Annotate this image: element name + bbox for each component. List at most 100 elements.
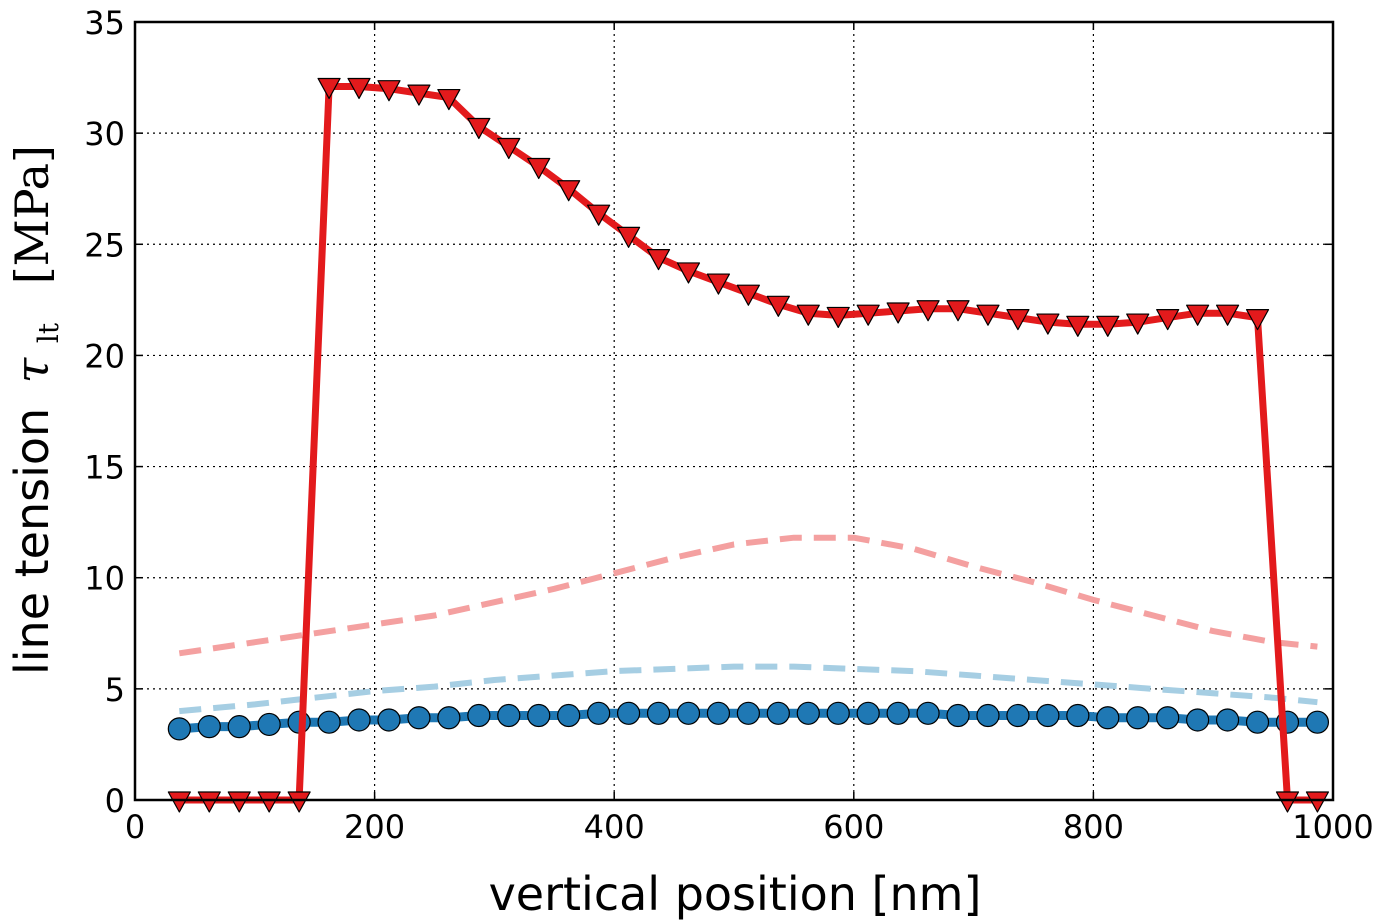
data-point-triangle — [197, 791, 221, 813]
y-tick-label: 30 — [84, 115, 125, 153]
data-point-triangle — [227, 791, 251, 813]
data-point-circle — [497, 703, 521, 728]
data-point-circle — [616, 701, 641, 725]
data-point-circle — [347, 708, 371, 732]
data-point-triangle — [1186, 304, 1210, 326]
data-point-triangle — [1156, 309, 1180, 331]
data-point-circle — [377, 708, 401, 732]
y-tick-label: 5 — [105, 671, 125, 709]
data-point-triangle — [1066, 315, 1090, 337]
data-point-triangle — [167, 791, 191, 813]
data-point-circle — [407, 706, 431, 730]
data-point-triangle — [1275, 791, 1300, 813]
data-point-circle — [1186, 708, 1210, 732]
series-line-red-dashed — [178, 534, 1318, 657]
data-point-triangle — [497, 137, 521, 160]
data-point-circle — [1066, 703, 1090, 728]
data-point-circle — [1156, 706, 1180, 730]
data-point-circle — [167, 717, 191, 741]
data-point-circle — [257, 712, 281, 737]
x-tick-label: 400 — [584, 808, 645, 846]
data-point-circle — [1036, 703, 1060, 728]
y-axis-label-subscript: lt — [32, 322, 65, 343]
data-point-triangle — [587, 204, 611, 226]
y-tick-label: 20 — [84, 337, 125, 375]
data-point-triangle — [916, 300, 940, 322]
data-point-circle — [437, 706, 461, 730]
data-point-circle — [197, 715, 221, 739]
data-point-triangle — [1036, 313, 1060, 335]
data-point-triangle — [946, 300, 970, 322]
data-point-circle — [467, 703, 491, 728]
data-point-triangle — [706, 273, 731, 295]
data-point-circle — [766, 701, 790, 725]
y-axis-label-symbol: τ — [5, 356, 59, 383]
x-tick-label: 800 — [1063, 808, 1124, 846]
data-point-triangle — [377, 80, 401, 102]
data-point-triangle — [826, 306, 850, 329]
data-point-circle — [886, 701, 910, 725]
series-blue-circles — [167, 701, 1330, 741]
data-point-triangle — [976, 304, 1000, 326]
data-point-triangle — [766, 295, 790, 317]
data-point-triangle — [557, 180, 581, 202]
data-point-circle — [227, 715, 251, 739]
x-tick-label: 1000 — [1292, 808, 1373, 846]
data-point-circle — [856, 701, 880, 725]
tick-layer: 0 200 400 600 800 1000 0 5 10 15 20 25 30 35 — [84, 4, 1373, 846]
y-tick-label: 35 — [84, 4, 125, 42]
data-point-triangle — [287, 791, 311, 813]
data-point-circle — [946, 703, 970, 728]
data-point-triangle — [856, 304, 880, 326]
plot-frame — [133, 20, 1335, 802]
data-point-triangle — [1096, 315, 1120, 337]
x-tick-label: 600 — [823, 808, 884, 846]
svg-text:line tension τ lt: line tension τ lt [MPa] — [5, 145, 69, 675]
series-line-blue-dashed — [179, 663, 1318, 715]
data-point-circle — [706, 701, 731, 725]
data-point-circle — [1215, 708, 1240, 732]
data-point-circle — [527, 703, 551, 728]
data-point-triangle — [676, 262, 701, 284]
data-point-triangle — [347, 77, 371, 100]
data-point-triangle — [527, 157, 551, 180]
data-point-triangle — [317, 77, 341, 100]
data-point-circle — [1096, 706, 1120, 730]
data-point-triangle — [616, 226, 641, 248]
data-point-circle — [317, 710, 341, 734]
data-point-circle — [976, 703, 1000, 728]
series-blue-dashed — [179, 663, 1318, 715]
data-point-triangle — [736, 284, 760, 306]
data-point-circle — [826, 701, 850, 725]
grid-layer — [135, 22, 1333, 800]
data-point-triangle — [646, 249, 671, 271]
x-tick-label: 200 — [344, 808, 405, 846]
data-point-triangle — [1006, 309, 1030, 331]
data-point-triangle — [1305, 791, 1330, 813]
y-tick-label: 15 — [84, 449, 125, 487]
y-tick-label: 25 — [84, 226, 125, 264]
data-point-circle — [1126, 706, 1150, 730]
y-axis-label-text: line tension — [5, 408, 59, 675]
data-point-triangle — [467, 117, 491, 140]
y-tick-label: 0 — [105, 782, 125, 820]
data-point-circle — [676, 701, 701, 725]
y-axis-label-unit: [MPa] — [5, 145, 59, 284]
data-point-circle — [1245, 710, 1270, 734]
data-point-circle — [1305, 710, 1330, 734]
data-point-circle — [916, 701, 940, 725]
data-point-triangle — [796, 304, 820, 326]
x-axis-label: vertical position [nm] — [489, 867, 982, 921]
y-axis-label: line tension τ lt [MPa] — [5, 145, 69, 675]
data-point-circle — [587, 701, 611, 725]
data-point-circle — [1006, 703, 1030, 728]
data-point-circle — [796, 701, 820, 725]
data-point-triangle — [1245, 309, 1270, 331]
data-point-circle — [736, 701, 760, 725]
data-point-triangle — [1126, 313, 1150, 335]
data-point-triangle — [257, 791, 281, 813]
series-red-triangles — [167, 77, 1330, 813]
data-point-triangle — [437, 88, 461, 111]
data-point-circle — [646, 701, 671, 725]
